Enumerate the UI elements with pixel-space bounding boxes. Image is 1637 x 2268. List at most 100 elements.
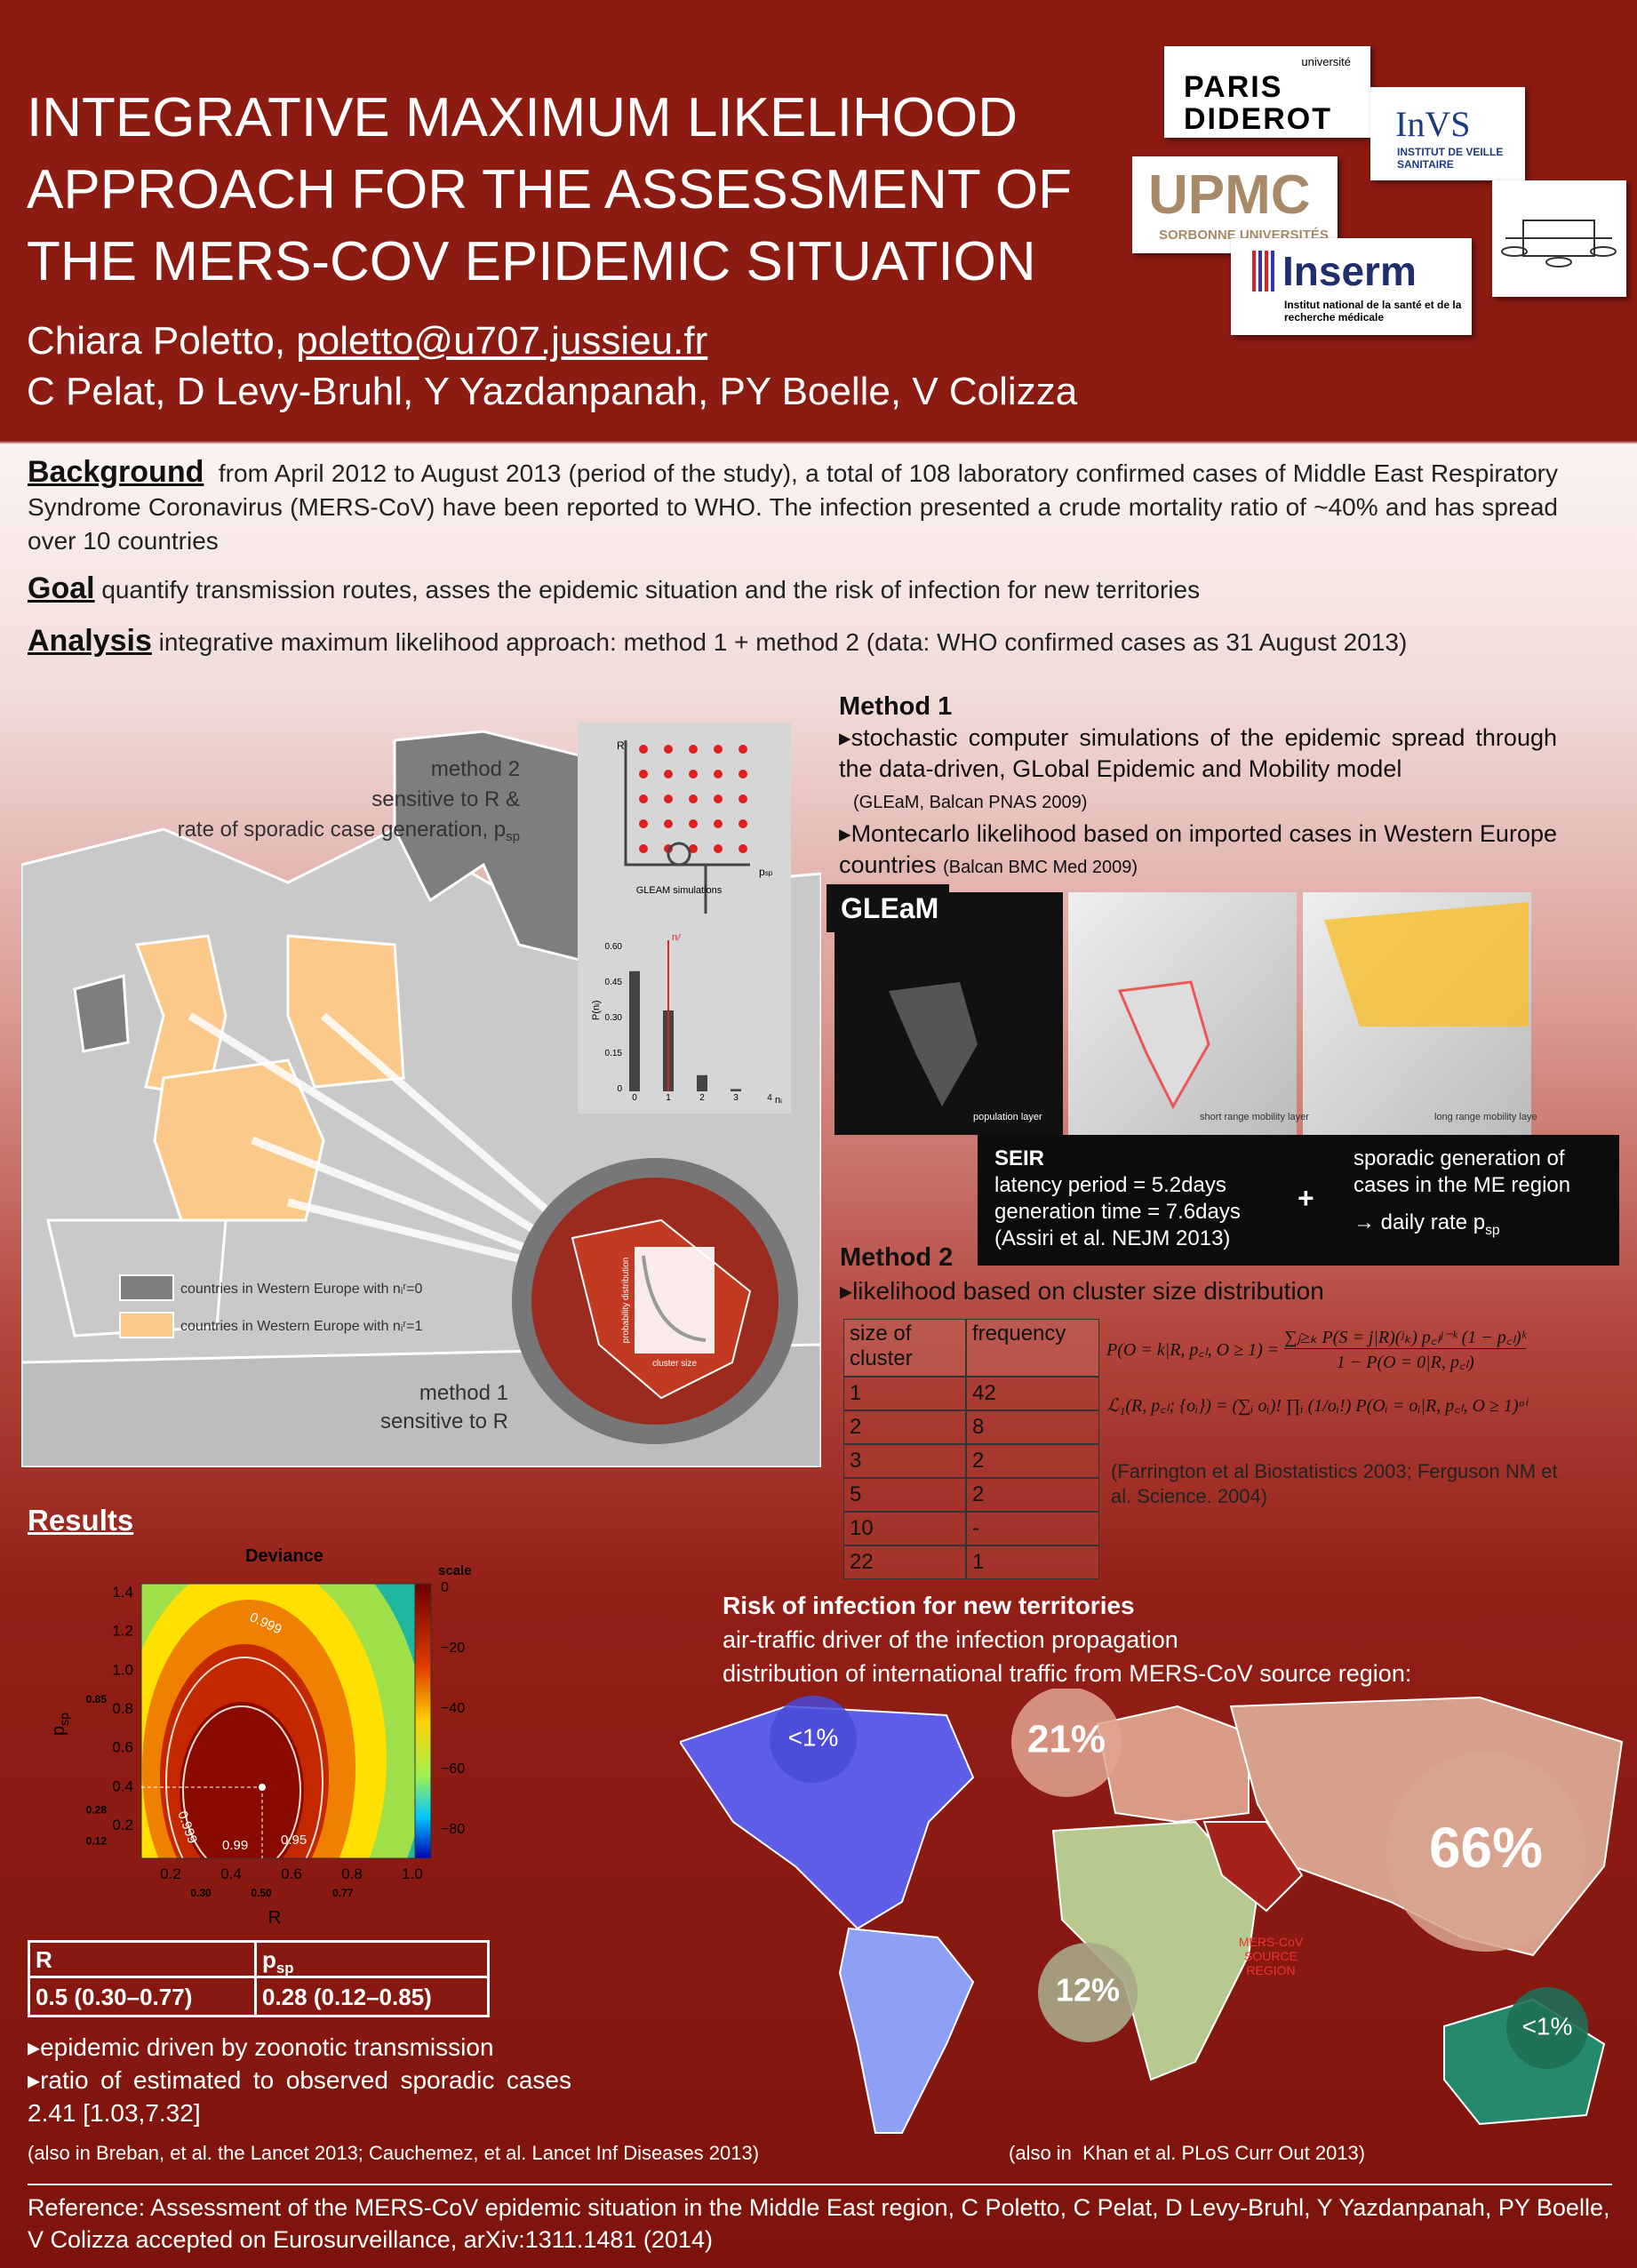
sim-dot (664, 819, 673, 828)
title-line: THE MERS-COV EPIDEMIC SITUATION (27, 231, 1036, 292)
x-tick-label: 0.8 (341, 1865, 363, 1882)
t: REGION (1246, 1963, 1295, 1977)
th: frequency (966, 1319, 1099, 1377)
td: 22 (843, 1545, 966, 1579)
t: latency period = 5.2days (994, 1173, 1226, 1197)
td: 5 (843, 1478, 966, 1512)
bullet: ▸Montecarlo likelihood based on imported… (839, 820, 1557, 878)
logo-bars (1252, 251, 1275, 291)
share-label: <1% (1522, 2012, 1573, 2040)
logo-text: Institut national de la santé et de la r… (1284, 299, 1462, 323)
t: p (49, 1726, 68, 1736)
text: quantify transmission routes, asses the … (101, 576, 1201, 603)
td: 3 (843, 1444, 966, 1478)
t: sp (506, 829, 520, 844)
zoom-curve (642, 1255, 707, 1342)
fraction: ∑ⱼ≥ₖ P(S = j|R)(ʲₖ) p꜀ₗʲ⁻ᵏ (1 − p꜀ₗ)ᵏ 1 −… (1284, 1324, 1527, 1373)
tick-label: 0 (617, 1084, 622, 1094)
risk: Risk of infection for new territories ai… (723, 1589, 1411, 1690)
t: sensitive to R & (371, 787, 520, 811)
sim-dot (714, 745, 723, 754)
citation: (Farrington et al Biostatistics 2003; Fe… (1111, 1460, 1558, 1507)
tick-label: 0.45 (605, 978, 623, 987)
heat (141, 1584, 415, 1858)
caption: short range mobility layer (1200, 1112, 1309, 1122)
share-labels: <1% 21% 66% 12% <1% (788, 1718, 1573, 2040)
logo-text: Inserm (1282, 248, 1417, 294)
x-sub-label: 0.50 (251, 1887, 272, 1899)
sim-dot (689, 844, 698, 853)
sim-dot (689, 819, 698, 828)
coauthors: C Pelat, D Levy-Bruhl, Y Yazdanpanah, PY… (27, 370, 1078, 413)
y-tick-label: 0.8 (112, 1700, 133, 1717)
share-bubble (770, 1696, 857, 1783)
text: integrative maximum likelihood approach:… (158, 628, 1408, 656)
marker-label: nᵢʳ (672, 932, 682, 943)
legend-text: countries in Western Europe with nᵢʳ=1 (180, 1319, 423, 1334)
analysis: Analysis integrative maximum likelihood … (28, 624, 1592, 659)
x-tick-label: 0.4 (220, 1865, 242, 1882)
td: 8 (966, 1410, 1099, 1444)
africa (889, 982, 978, 1106)
contour-label: 0.95 (281, 1833, 307, 1848)
legend-swatch (119, 1274, 174, 1301)
tick-label: 0.30 (605, 1013, 623, 1023)
bullet: ▸epidemic driven by zoonotic transmissio… (28, 2033, 494, 2061)
t: method 2 (431, 757, 520, 781)
plus: + (1298, 1182, 1314, 1214)
x-label: R (268, 1908, 281, 1928)
t: sp (275, 1960, 294, 1977)
formula: ℒ₁(R, p꜀ₗ; {oᵢ}) = (∑ᵢ oᵢ)! ∏ᵢ (1/oᵢ!) P… (1106, 1396, 1527, 1416)
td: - (966, 1512, 1099, 1545)
share-bubble (1386, 1753, 1585, 1952)
label: Goal (28, 571, 95, 605)
inset (578, 723, 791, 1114)
label: Analysis (28, 624, 152, 658)
ireland (73, 974, 130, 1053)
europe-figure: probability distribution cluster size R … (21, 723, 821, 1467)
authors: Chiara Poletto, poletto@u707.jussieu.fr … (27, 315, 1077, 417)
x-sub-label: 0.30 (190, 1887, 212, 1899)
logo-text: UPMC (1148, 164, 1311, 226)
t: cases in the ME region (1354, 1173, 1571, 1197)
y-sub-label: 0.12 (86, 1834, 108, 1847)
t: rate of sporadic case generation, psp (178, 818, 520, 844)
sim-dot (664, 770, 673, 779)
t: stochastic computer simulations of the e… (839, 724, 1557, 782)
email-link[interactable]: poletto@u707.jussieu.fr (296, 319, 708, 363)
sim-dot (639, 770, 648, 779)
t: 1 − P(O = 0|R, p꜀ₗ) (1336, 1353, 1474, 1372)
sim-dot (639, 745, 648, 754)
heading: Risk of infection for new territories (723, 1592, 1135, 1619)
logo-diderot: université PARIS DIDEROT (1164, 46, 1370, 138)
results-heading: Results (28, 1504, 134, 1537)
title-line: APPROACH FOR THE ASSESSMENT OF (27, 159, 1072, 220)
cite: (Balcan BMC Med 2009) (943, 858, 1138, 877)
seir-box: SEIR latency period = 5.2days generation… (978, 1135, 1619, 1266)
legend-text: countries in Western Europe with nᵢʳ=0 (180, 1282, 423, 1297)
t: P(O = k|R, p꜀ₗ, O ≥ 1) = (1106, 1340, 1280, 1360)
t: MERS-CoV (1239, 1935, 1304, 1949)
logo-drone (1492, 180, 1626, 297)
y-tick-label: 1.0 (112, 1661, 133, 1678)
t: method 1 (419, 1381, 508, 1405)
y-tick-label: 0.6 (112, 1739, 133, 1756)
legend-swatch (119, 1312, 174, 1338)
inset-x-label: psp (759, 866, 773, 878)
background-paragraph: Background from April 2012 to August 201… (28, 455, 1558, 558)
t: Montecarlo likelihood based on imported … (839, 820, 1557, 878)
sim-label: GLEAM simulations (636, 885, 723, 896)
estimate-point (259, 1784, 266, 1791)
text: from April 2012 to August 2013 (period o… (28, 459, 1558, 555)
td: 1 (843, 1377, 966, 1410)
x-sub-label: 0.77 (332, 1887, 354, 1899)
results-table: R psp 0.5 (0.30–0.77) 0.28 (0.12–0.85) (28, 1940, 490, 2017)
td: 1 (966, 1545, 1099, 1579)
tick-label: 0.15 (605, 1049, 623, 1058)
south-america (838, 1927, 975, 2134)
y-label: psp (49, 1713, 71, 1736)
hist-bar (731, 1089, 741, 1091)
gleam-panels: GLEaM population layer short range mobil… (826, 884, 1537, 1135)
inset-y-label: R (617, 739, 625, 752)
td: 2 (966, 1444, 1099, 1478)
